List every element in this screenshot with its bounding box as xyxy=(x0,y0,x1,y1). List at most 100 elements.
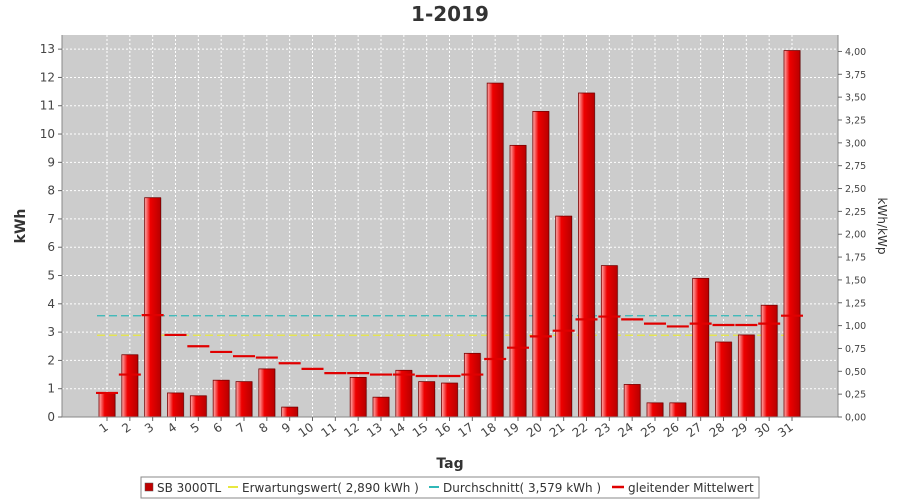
y-tick-label: 9 xyxy=(47,155,55,169)
y-tick-label: 11 xyxy=(40,99,55,113)
y-axis-label: kWh xyxy=(13,209,29,244)
x-tick-label: 21 xyxy=(547,420,568,440)
chart-title: 1-2019 xyxy=(411,2,489,26)
y2-tick-label: 2,00 xyxy=(845,230,866,241)
bar xyxy=(418,381,436,418)
x-tick-label: 29 xyxy=(730,420,751,440)
x-tick-label: 30 xyxy=(752,420,773,440)
moving-average xyxy=(96,314,803,395)
y-tick-label: 7 xyxy=(47,212,55,226)
y-tick-label: 12 xyxy=(40,70,55,84)
legend-label-expected: Erwartungswert( 2,890 kWh ) xyxy=(242,481,419,495)
x-axis-label: Tag xyxy=(436,456,463,472)
y-tick-label: 6 xyxy=(47,240,55,254)
y2-tick-label: 3,00 xyxy=(845,138,866,149)
legend-swatch-bars xyxy=(144,482,154,492)
x-tick-label: 4 xyxy=(165,420,179,436)
x-tick-label: 28 xyxy=(707,420,728,440)
x-tick-label: 13 xyxy=(364,420,385,440)
x-tick-label: 5 xyxy=(188,420,202,436)
legend-box xyxy=(140,476,760,499)
legend-label-bars: SB 3000TL xyxy=(157,481,222,495)
bar xyxy=(281,406,299,418)
bar xyxy=(669,402,687,418)
bar xyxy=(235,381,253,418)
bar xyxy=(167,392,184,418)
x-tick-label: 22 xyxy=(570,420,591,440)
bar xyxy=(692,277,710,418)
bar xyxy=(715,341,732,418)
bar xyxy=(737,334,755,418)
x-tick-label: 8 xyxy=(256,420,270,436)
bar xyxy=(783,50,801,418)
x-tick-label: 12 xyxy=(341,420,362,440)
x-tick-label: 1 xyxy=(96,420,110,436)
x-tick-label: 10 xyxy=(296,420,317,440)
bar xyxy=(509,144,527,418)
x-tick-label: 2 xyxy=(119,420,133,436)
y2-tick-label: 1,00 xyxy=(845,321,866,332)
x-tick-label: 11 xyxy=(319,420,340,440)
y-tick-label: 10 xyxy=(40,127,55,141)
y-axis-right-ticks: 0,00 0,25 0,50 0,75 1,00 1,25 1,50 1,75 2,00 2,25… xyxy=(838,47,866,424)
bar xyxy=(532,111,550,418)
bar xyxy=(372,396,390,418)
y-tick-label: 2 xyxy=(47,353,55,367)
y2-tick-label: 3,75 xyxy=(845,70,866,81)
bar xyxy=(441,382,458,418)
bar xyxy=(212,379,230,418)
bar xyxy=(349,376,367,418)
bar xyxy=(395,369,413,418)
x-tick-label: 25 xyxy=(638,420,659,440)
x-tick-label: 24 xyxy=(615,420,636,440)
legend-label-average: Durchschnitt( 3,579 kWh ) xyxy=(443,481,601,495)
x-tick-label: 20 xyxy=(524,420,545,440)
x-tick-label: 14 xyxy=(387,420,408,440)
reference-lines xyxy=(97,315,802,336)
y2-tick-label: 1,25 xyxy=(845,298,866,309)
y2-tick-label: 1,50 xyxy=(845,275,866,286)
bar xyxy=(144,197,162,418)
y2-tick-label: 0,25 xyxy=(845,390,866,401)
y2-tick-label: 2,25 xyxy=(845,207,866,218)
y2-tick-label: 1,75 xyxy=(845,253,866,264)
x-axis-ticks: 1 2 3 4 5 6 7 8 9 10 11 12 13 14 15 16 17 18 19 20 21 22 23 24 2… xyxy=(96,417,796,440)
bar xyxy=(623,384,641,418)
y2-tick-label: 2,50 xyxy=(845,184,866,195)
bar xyxy=(98,392,116,418)
bar xyxy=(258,368,276,418)
x-tick-label: 23 xyxy=(593,420,614,440)
bar xyxy=(646,402,664,418)
x-tick-label: 15 xyxy=(410,420,431,440)
y2-tick-label: 3,50 xyxy=(845,93,866,104)
y-tick-label: 13 xyxy=(40,42,55,56)
legend: SB 3000TL Erwartungswert( 2,890 kWh ) Du… xyxy=(140,476,760,499)
x-tick-label: 26 xyxy=(661,420,682,440)
bar xyxy=(555,215,573,418)
y-tick-label: 3 xyxy=(47,325,55,339)
y-tick-label: 0 xyxy=(47,410,55,424)
y2-tick-label: 0,50 xyxy=(845,367,866,378)
x-tick-label: 31 xyxy=(775,420,796,440)
x-tick-label: 27 xyxy=(684,420,705,440)
bar xyxy=(486,82,504,418)
x-tick-label: 7 xyxy=(233,420,247,436)
y-tick-label: 4 xyxy=(47,297,55,311)
x-tick-label: 9 xyxy=(279,420,293,436)
x-tick-label: 3 xyxy=(142,420,156,436)
bar xyxy=(463,352,481,418)
x-tick-label: 19 xyxy=(501,420,522,440)
bar xyxy=(578,92,595,418)
y-tick-label: 8 xyxy=(47,184,55,198)
y2-tick-label: 0,75 xyxy=(845,344,866,355)
y2-axis-label: kWh/kWp xyxy=(875,198,889,255)
y2-tick-label: 4,00 xyxy=(845,47,866,58)
x-tick-label: 17 xyxy=(456,420,477,440)
x-tick-label: 16 xyxy=(433,420,454,440)
y2-tick-label: 2,75 xyxy=(845,161,866,172)
legend-label-moving-avg: gleitender Mittelwert xyxy=(628,481,754,495)
y2-tick-label: 3,25 xyxy=(845,115,866,126)
bar xyxy=(600,265,618,418)
